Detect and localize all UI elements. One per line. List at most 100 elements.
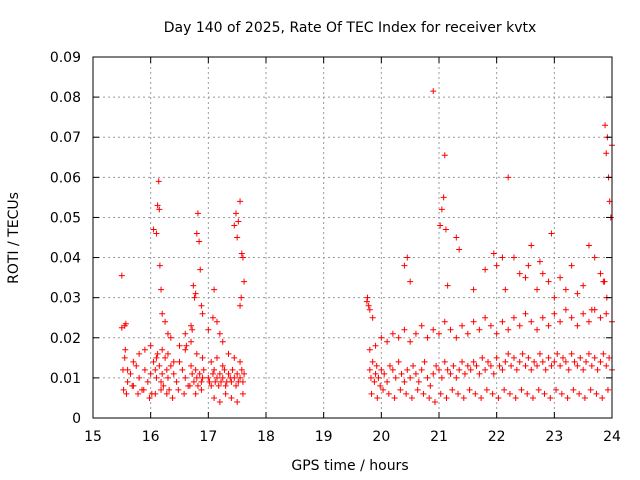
data-point: [193, 350, 200, 357]
data-point: [215, 382, 222, 389]
data-point: [604, 386, 611, 393]
data-point: [597, 314, 604, 321]
data-point: [562, 306, 569, 313]
data-point: [485, 358, 492, 365]
data-point: [418, 322, 425, 329]
data-point: [127, 370, 134, 377]
data-point: [407, 338, 414, 345]
data-point: [547, 394, 554, 401]
data-point: [585, 242, 592, 249]
data-point: [490, 250, 497, 257]
data-point: [437, 390, 444, 397]
data-point: [525, 354, 532, 361]
data-point: [154, 202, 161, 209]
data-point: [415, 378, 422, 385]
data-point: [580, 282, 587, 289]
data-point: [508, 362, 515, 369]
y-tick-label: 0.06: [50, 170, 81, 186]
data-point: [122, 346, 129, 353]
data-point: [213, 374, 220, 381]
y-tick-label: 0.07: [50, 130, 81, 146]
data-point: [160, 382, 167, 389]
data-point: [197, 266, 204, 273]
data-point: [231, 354, 238, 361]
data-point: [487, 322, 494, 329]
data-point: [512, 394, 519, 401]
data-point: [377, 382, 384, 389]
data-point: [130, 358, 137, 365]
data-point: [412, 330, 419, 337]
data-point: [444, 282, 451, 289]
data-point: [371, 378, 378, 385]
data-point: [534, 286, 541, 293]
data-point: [444, 366, 451, 373]
data-point: [414, 386, 421, 393]
data-point: [479, 354, 486, 361]
data-point: [200, 366, 207, 373]
data-point: [389, 366, 396, 373]
data-point: [364, 294, 371, 301]
x-tick-label: 22: [488, 429, 506, 445]
data-point: [170, 370, 177, 377]
data-point: [449, 386, 456, 393]
data-point: [225, 370, 232, 377]
x-tick-label: 19: [315, 429, 333, 445]
data-point: [216, 330, 223, 337]
data-point: [164, 374, 171, 381]
data-point: [190, 378, 197, 385]
data-point: [141, 346, 148, 353]
data-point: [505, 326, 512, 333]
data-point: [191, 294, 198, 301]
grid-lines: [93, 57, 612, 418]
data-point: [542, 366, 549, 373]
data-point: [450, 362, 457, 369]
data-point: [158, 378, 165, 385]
data-point: [121, 354, 128, 361]
data-point: [466, 386, 473, 393]
data-point: [189, 370, 196, 377]
data-point: [194, 382, 201, 389]
data-point: [380, 386, 387, 393]
data-point: [482, 314, 489, 321]
y-tick-label: 0.01: [50, 371, 81, 387]
x-tick-label: 18: [257, 429, 275, 445]
data-point: [213, 354, 220, 361]
data-point: [173, 378, 180, 385]
data-point: [534, 326, 541, 333]
data-point: [603, 362, 610, 369]
data-point: [153, 230, 160, 237]
data-point: [412, 370, 419, 377]
data-point: [190, 282, 197, 289]
data-point: [386, 362, 393, 369]
data-point: [493, 354, 500, 361]
data-point: [209, 314, 216, 321]
data-point: [424, 374, 431, 381]
data-point: [162, 318, 169, 325]
data-point: [404, 366, 411, 373]
data-point: [603, 150, 610, 157]
data-point: [239, 390, 246, 397]
data-point: [182, 330, 189, 337]
data-point: [499, 366, 506, 373]
data-point: [235, 218, 242, 225]
data-point: [437, 222, 444, 229]
data-point: [599, 394, 606, 401]
data-point: [426, 394, 433, 401]
data-point: [401, 262, 408, 269]
data-point: [438, 374, 445, 381]
data-point: [482, 266, 489, 273]
data-point: [459, 358, 466, 365]
data-point: [209, 370, 216, 377]
data-point: [162, 354, 169, 361]
data-point: [516, 322, 523, 329]
data-point: [199, 354, 206, 361]
data-point: [501, 386, 508, 393]
data-point: [568, 350, 575, 357]
data-point: [577, 354, 584, 361]
data-point: [519, 350, 526, 357]
data-point: [470, 318, 477, 325]
data-point: [541, 390, 548, 397]
data-point: [557, 362, 564, 369]
data-point: [431, 398, 438, 405]
data-point: [389, 330, 396, 337]
